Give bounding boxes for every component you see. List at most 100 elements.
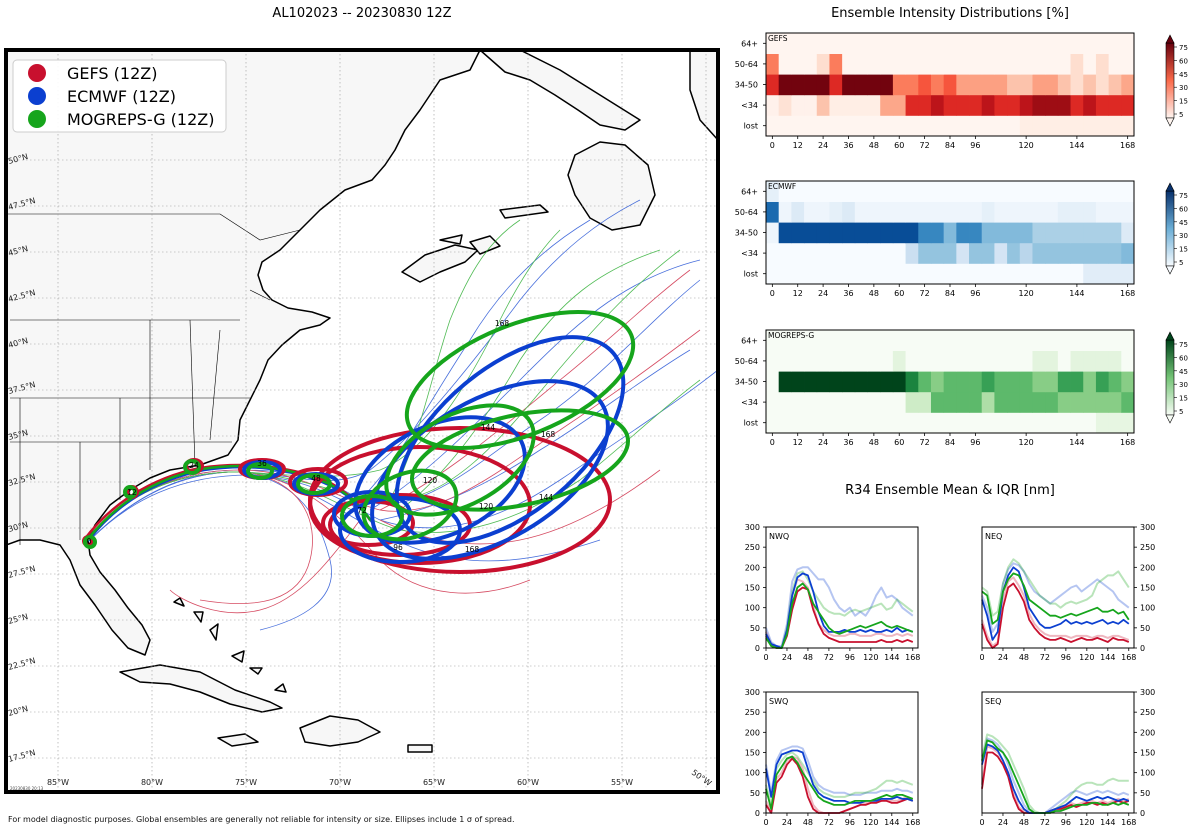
series-line-ecmwf-iqr	[765, 745, 914, 796]
heatmap-cell	[892, 371, 906, 393]
heatmap-cell	[956, 242, 970, 264]
y-tick-label: 50	[750, 789, 760, 798]
x-tick-label: 48	[803, 818, 813, 827]
heatmap-cell	[1007, 412, 1021, 434]
heatmap-cell	[930, 242, 945, 264]
heatmap-cell	[778, 371, 792, 393]
quadrant-label: SEQ	[985, 697, 1001, 706]
heatmap-cell	[791, 350, 805, 372]
heatmap-cell	[892, 391, 906, 413]
heatmap-cell	[880, 242, 894, 264]
heatmap-cell	[829, 330, 843, 351]
heatmap-cell	[791, 371, 805, 393]
heatmap-cell	[943, 391, 957, 413]
colorbar-tick-label: 30	[1179, 84, 1188, 92]
heatmap-cell	[956, 222, 970, 244]
heatmap-cell	[943, 53, 957, 75]
heatmap-cell	[829, 242, 843, 264]
x-tick-label: 72	[920, 289, 930, 298]
heatmap-cell	[956, 201, 970, 223]
heatmap-cell	[1095, 350, 1110, 372]
heatmap-cell	[918, 201, 932, 223]
heatmap-cell	[854, 350, 868, 372]
colorbar-tick-label: 75	[1179, 44, 1188, 52]
heatmap-cell	[1032, 242, 1046, 264]
heatmap-cell	[791, 74, 805, 96]
series-line-mogreps-g	[981, 572, 1130, 625]
heatmap-cell	[880, 53, 894, 75]
y-tick-label: 250	[745, 708, 760, 717]
heatmap-cell	[905, 242, 919, 264]
heatmap-cell	[778, 330, 792, 351]
row-label: 34-50	[735, 81, 758, 90]
colorbar-extend-max	[1165, 34, 1175, 44]
row-label: <34	[741, 101, 758, 110]
footer-note: For model diagnostic purposes. Global en…	[8, 815, 515, 824]
legend-marker-gefs	[28, 64, 46, 82]
heatmap-cell	[956, 330, 970, 351]
x-tick-label: 144	[884, 818, 899, 827]
heatmap-cell	[1108, 263, 1122, 285]
x-tick-label: 120	[1079, 818, 1094, 827]
x-tick-label: 168	[1120, 289, 1135, 298]
x-tick-label: 60	[894, 438, 904, 447]
series-line-gefs-iqr	[981, 576, 1130, 647]
heatmap-cell	[867, 371, 881, 393]
heatmap-cell	[1045, 201, 1059, 223]
heatmap-cell	[867, 391, 881, 413]
heatmap-cell	[854, 391, 868, 413]
x-tick-label: 72	[1040, 653, 1050, 662]
y-tick-label: 200	[745, 728, 760, 737]
heatmap-cell	[892, 412, 906, 434]
colorbar-tick-label: 75	[1179, 341, 1188, 349]
heatmap-cell	[969, 201, 983, 223]
lon-label: 85°W	[47, 778, 69, 787]
heatmap-cell	[1019, 222, 1033, 244]
colorbar	[1165, 190, 1175, 267]
heatmap-cell	[791, 412, 805, 434]
x-tick-label: 120	[1018, 289, 1033, 298]
fh-label: 96	[393, 543, 403, 552]
heatmap-cell	[842, 181, 856, 202]
heatmap-cell	[1070, 350, 1084, 372]
heatmap-cell	[1095, 115, 1110, 137]
heatmap-cell	[854, 242, 868, 264]
colorbar-extend-max	[1165, 331, 1175, 341]
heatmap-cell	[1070, 115, 1084, 137]
heatmap-cell	[1057, 115, 1071, 137]
r34-title: R34 Ensemble Mean & IQR [nm]	[845, 483, 1055, 498]
lon-label: 75°W	[235, 778, 257, 787]
heatmap-cell	[930, 115, 945, 137]
heatmap-cell	[892, 242, 906, 264]
heatmap-cell	[892, 53, 906, 75]
y-tick-label: 250	[745, 543, 760, 552]
series-line-ecmwf-iqr	[981, 737, 1130, 814]
heatmap-cell	[994, 242, 1008, 264]
heatmap-cell	[804, 53, 818, 75]
quadrant-label: NWQ	[769, 532, 789, 541]
heatmap-cell	[994, 391, 1008, 413]
heatmap-cell	[842, 115, 856, 137]
x-tick-label: 0	[770, 438, 775, 447]
y-tick-label: 0	[1140, 644, 1145, 653]
x-tick-label: 72	[1040, 818, 1050, 827]
colorbar-tick-label: 30	[1179, 232, 1188, 240]
heatmap-cell	[981, 412, 995, 434]
heatmap-cell	[1032, 263, 1046, 285]
heatmap-cell	[829, 412, 843, 434]
legend-marker-mogreps	[28, 110, 46, 128]
heatmap-cell	[829, 391, 843, 413]
heatmap-cell	[969, 350, 983, 372]
heatmap-cell	[1121, 371, 1135, 393]
heatmap-cell	[778, 263, 792, 285]
heatmap-cell	[981, 371, 995, 393]
heatmap-cell	[1007, 201, 1021, 223]
y-tick-label: 100	[1140, 769, 1155, 778]
heatmap-cell	[943, 33, 957, 54]
heatmap-cell	[854, 371, 868, 393]
heatmap-cell	[981, 350, 995, 372]
r34-panel-nwq: NWQ 300 250 200 150 100 50 00 24 48 72 96 120 144 168	[745, 523, 921, 662]
heatmap-cell	[981, 94, 995, 116]
heatmap-cell	[1019, 115, 1033, 137]
